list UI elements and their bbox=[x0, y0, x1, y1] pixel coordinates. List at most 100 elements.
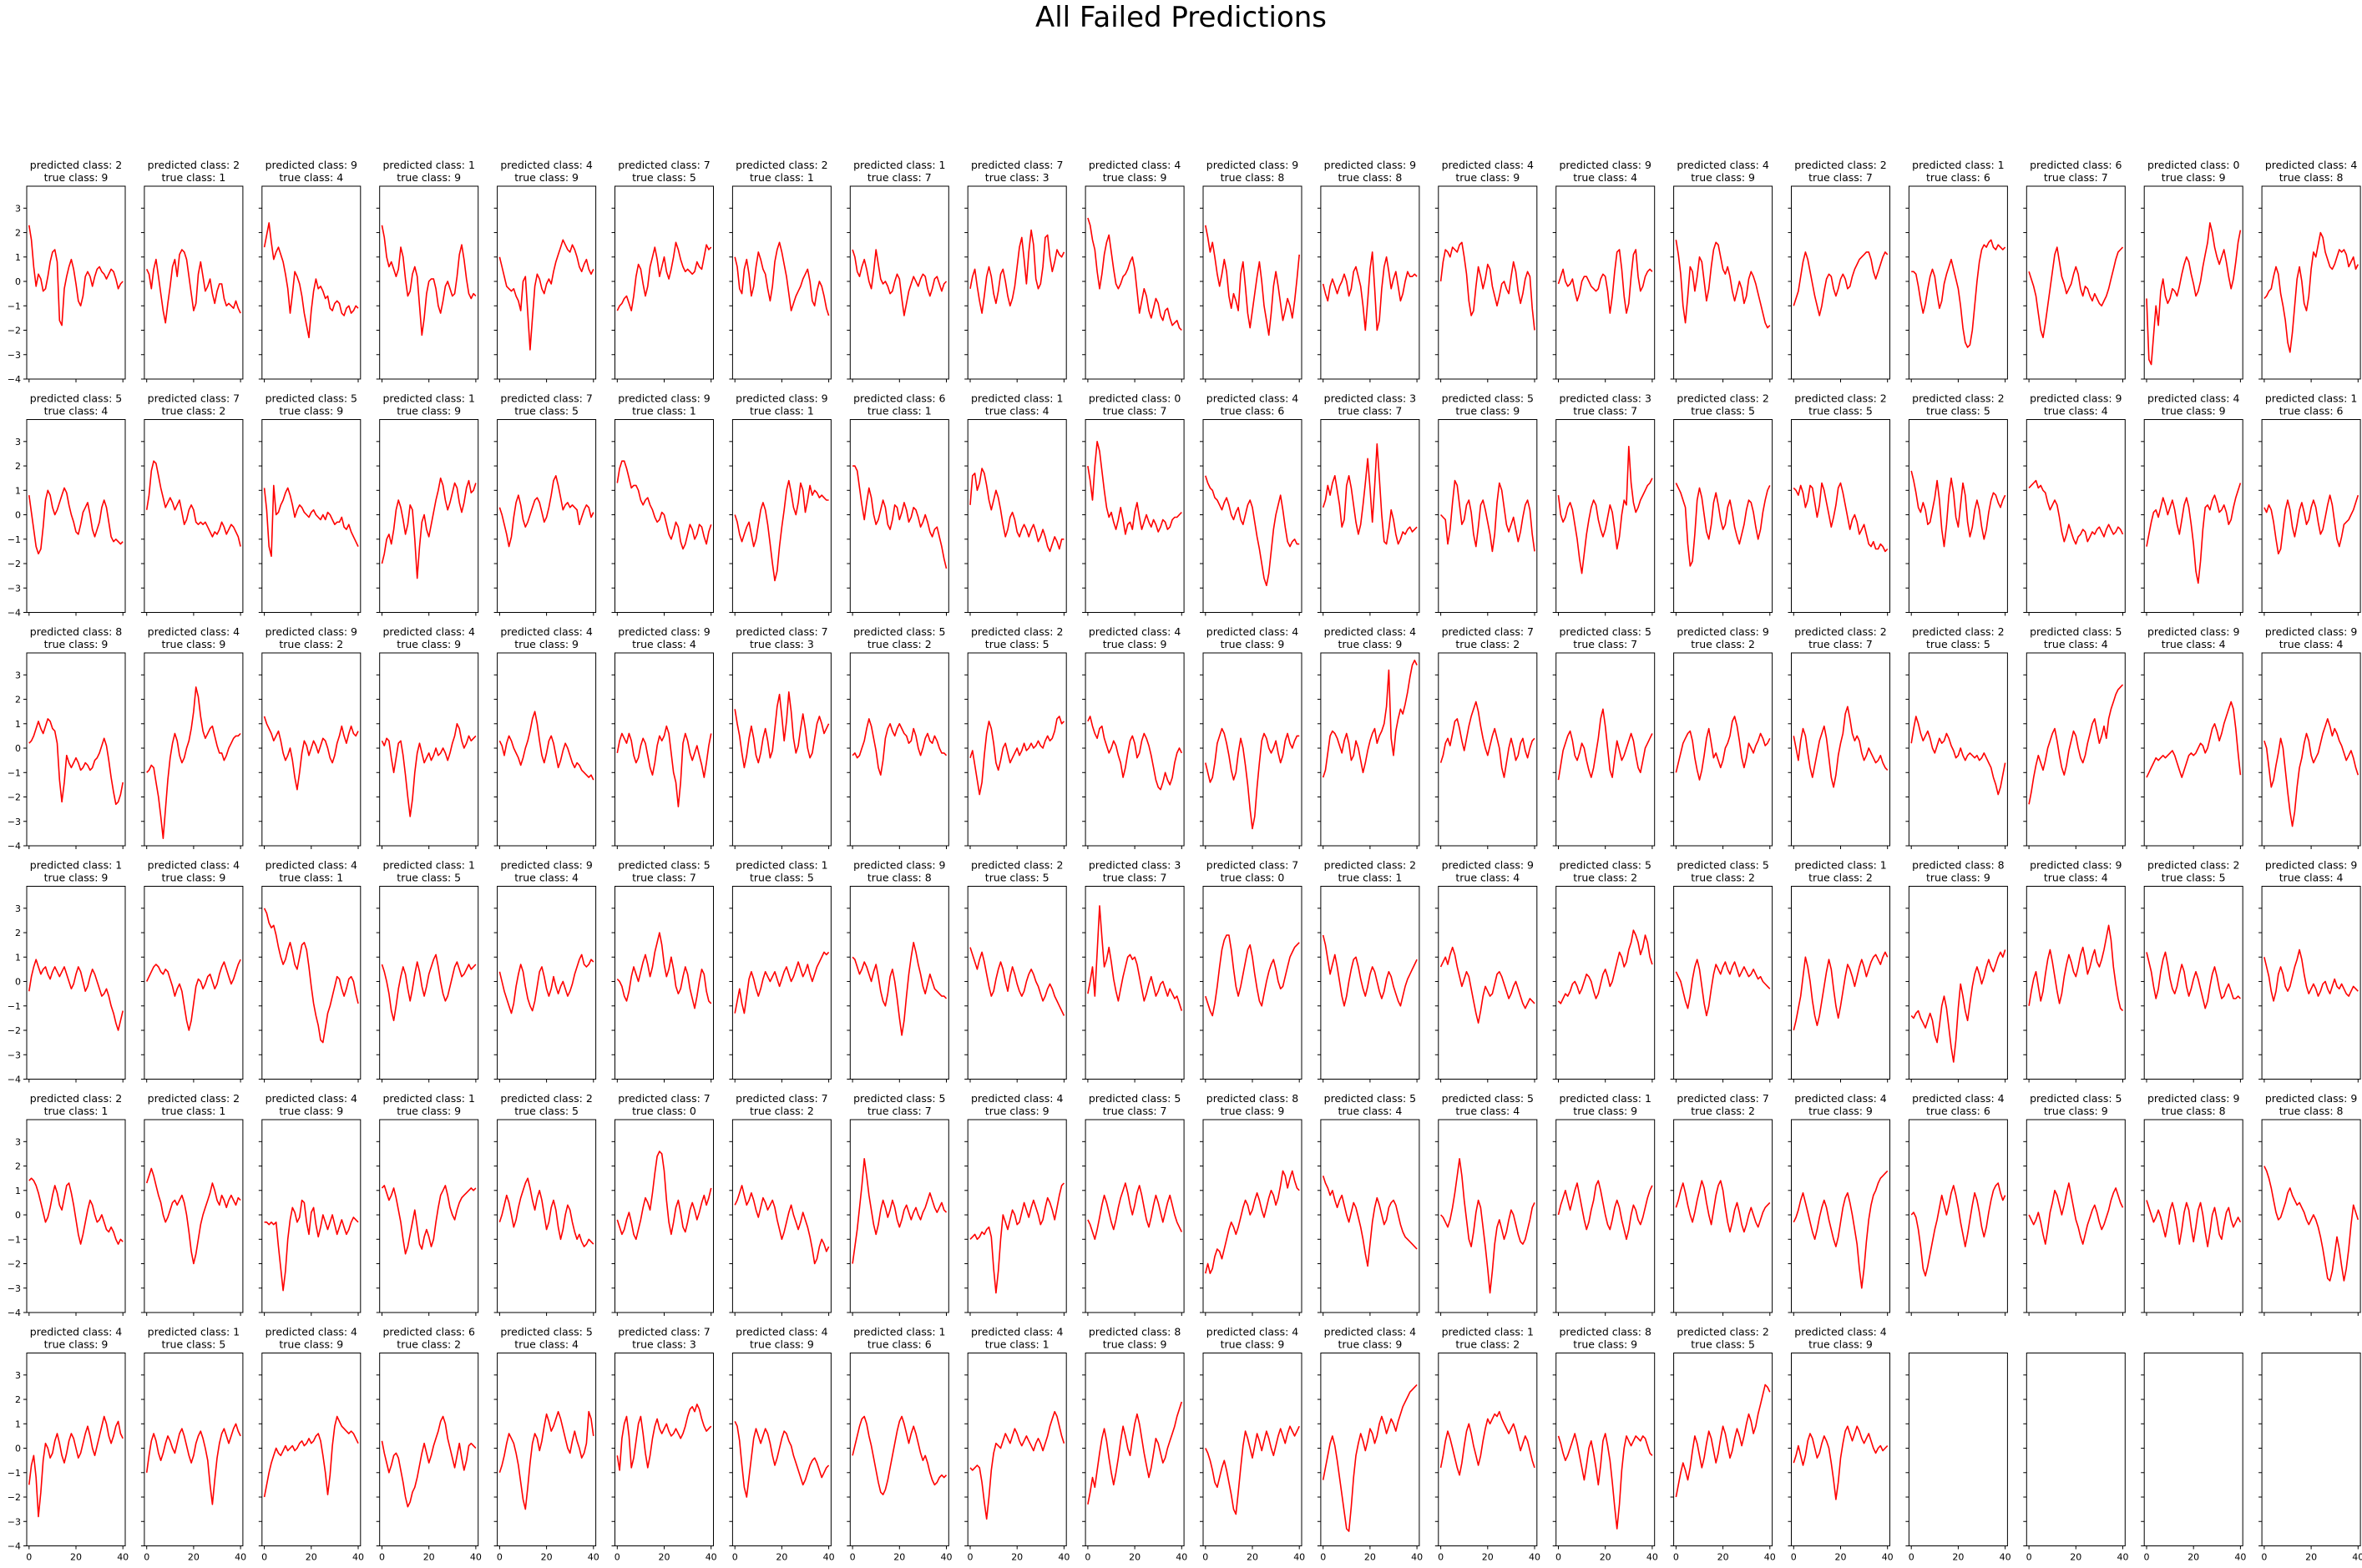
panel-title-true: true class: 9 bbox=[1691, 171, 1755, 184]
panel-title-predicted: predicted class: 9 bbox=[1559, 159, 1651, 171]
axes-frame bbox=[967, 1353, 1067, 1546]
panel-title-predicted: predicted class: 1 bbox=[382, 859, 474, 872]
axes-frame bbox=[731, 886, 832, 1080]
axes-frame bbox=[849, 886, 949, 1080]
axes-frame bbox=[497, 1353, 597, 1546]
panel-title-true: true class: 4 bbox=[1455, 872, 1520, 884]
series-line bbox=[1439, 1410, 1535, 1476]
y-tick-label: −3 bbox=[8, 583, 21, 594]
panel-title-true: true class: 4 bbox=[1455, 1105, 1520, 1117]
series-line bbox=[616, 725, 712, 808]
panel-title-true: true class: 8 bbox=[1221, 171, 1285, 184]
panel-title-predicted: predicted class: 2 bbox=[971, 859, 1063, 872]
series-line bbox=[1439, 946, 1535, 1024]
panel-title-true: true class: 5 bbox=[1926, 405, 1990, 417]
axes-frame bbox=[26, 652, 126, 847]
y-tick-label: −1 bbox=[8, 1234, 21, 1245]
panel-title-predicted: predicted class: 9 bbox=[736, 392, 827, 405]
axes-frame bbox=[1791, 652, 1890, 847]
panel-title-predicted: predicted class: 1 bbox=[736, 859, 827, 872]
axes-frame bbox=[2026, 886, 2126, 1080]
axes-frame bbox=[1908, 1353, 2008, 1546]
panel-title-true: true class: 9 bbox=[44, 638, 109, 650]
axes-frame bbox=[1320, 886, 1420, 1080]
panel-title-true: true class: 2 bbox=[162, 405, 226, 417]
axes-frame bbox=[1673, 652, 1773, 847]
axes-frame bbox=[1202, 419, 1302, 613]
panel-title-predicted: predicted class: 5 bbox=[1559, 859, 1651, 872]
axes-frame bbox=[1673, 1119, 1773, 1313]
y-tick-label: −1 bbox=[8, 301, 21, 311]
panel-title-predicted: predicted class: 6 bbox=[2030, 159, 2122, 171]
series-line bbox=[28, 718, 124, 806]
series-line bbox=[1087, 217, 1182, 331]
panel-title-true: true class: 4 bbox=[279, 171, 343, 184]
panel-title-true: true class: 4 bbox=[1338, 1105, 1403, 1117]
panel-title-predicted: predicted class: 4 bbox=[1912, 1092, 2004, 1105]
panel-title-true: true class: 8 bbox=[2279, 1105, 2344, 1117]
panel-title-predicted: predicted class: 6 bbox=[382, 1326, 474, 1338]
axes-frame bbox=[1438, 1119, 1538, 1313]
axes-frame bbox=[379, 1353, 479, 1546]
panel-title-predicted: predicted class: 2 bbox=[971, 625, 1063, 638]
axes-frame bbox=[1438, 652, 1538, 847]
series-line bbox=[28, 1415, 124, 1518]
panel-title-predicted: predicted class: 4 bbox=[1089, 625, 1181, 638]
axes-frame bbox=[1673, 1353, 1773, 1546]
panel-title-predicted: predicted class: 8 bbox=[1912, 859, 2004, 872]
panel-title-true: true class: 9 bbox=[1103, 638, 1167, 650]
panel-title-true: true class: 5 bbox=[1808, 405, 1873, 417]
series-line bbox=[263, 908, 359, 1044]
x-tick-label: 0 bbox=[1085, 1552, 1090, 1563]
series-line bbox=[498, 1177, 594, 1247]
series-line bbox=[145, 1423, 241, 1505]
panel-title-predicted: predicted class: 4 bbox=[971, 1326, 1063, 1338]
panel-title-true: true class: 7 bbox=[1338, 405, 1403, 417]
panel-title-predicted: predicted class: 9 bbox=[853, 859, 945, 872]
series-line bbox=[2028, 924, 2124, 1012]
x-tick-label: 40 bbox=[1529, 1552, 1540, 1563]
series-line bbox=[969, 716, 1065, 796]
panel-title-true: true class: 1 bbox=[985, 1338, 1049, 1351]
axes-frame bbox=[1555, 886, 1656, 1080]
x-tick-label: 20 bbox=[659, 1552, 670, 1563]
axes-frame bbox=[1555, 1353, 1656, 1546]
x-tick-label: 0 bbox=[850, 1552, 856, 1563]
panel-title-predicted: predicted class: 4 bbox=[148, 625, 240, 638]
axes-frame bbox=[2143, 1353, 2243, 1546]
panel-title-true: true class: 0 bbox=[1221, 872, 1285, 884]
y-tick-label: −2 bbox=[8, 1259, 21, 1270]
panel-title-true: true class: 7 bbox=[1103, 1105, 1167, 1117]
axes-frame bbox=[967, 1119, 1067, 1313]
series-line bbox=[616, 1151, 712, 1241]
panel-title-predicted: predicted class: 9 bbox=[2265, 859, 2357, 872]
panel-title-true: true class: 1 bbox=[162, 171, 226, 184]
series-line bbox=[1322, 443, 1418, 545]
series-line bbox=[2146, 483, 2242, 584]
y-tick-label: 1 bbox=[15, 252, 21, 263]
y-tick-label: −1 bbox=[8, 1001, 21, 1012]
y-tick-label: 2 bbox=[15, 695, 21, 706]
y-tick-label: 3 bbox=[15, 1136, 21, 1147]
axes-frame bbox=[967, 185, 1067, 380]
x-tick-label: 0 bbox=[1202, 1552, 1208, 1563]
x-tick-label: 0 bbox=[497, 1552, 503, 1563]
series-line bbox=[263, 1415, 359, 1498]
panel-title-predicted: predicted class: 2 bbox=[1912, 392, 2004, 405]
series-line bbox=[2028, 246, 2124, 339]
x-tick-label: 0 bbox=[1555, 1552, 1561, 1563]
series-line bbox=[2263, 494, 2359, 555]
panel-title-predicted: predicted class: 9 bbox=[2147, 625, 2239, 638]
